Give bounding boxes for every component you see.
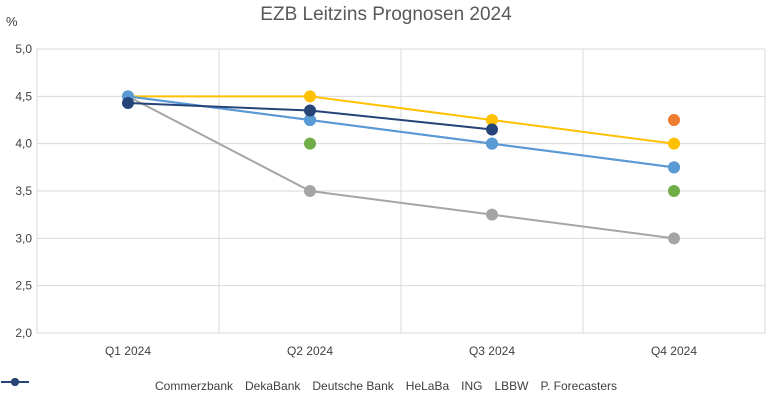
y-tick-label: 2,5 [15,279,32,293]
data-point-deutsche-bank [486,208,498,221]
y-axis-unit-label: % [6,14,18,29]
x-tick-label: Q4 2024 [651,344,697,358]
legend-item-commerzbank: Commerzbank [1,378,234,393]
legend-label: DekaBank [245,379,301,393]
y-tick-label: 3,5 [15,184,32,198]
data-point-ing [486,137,498,150]
data-point-p-forecasters [486,123,498,136]
y-tick-label: 2,0 [15,326,32,340]
legend-label: P. Forecasters [540,379,617,393]
data-point-dekabank [668,114,680,126]
legend-label: HeLaBa [405,379,450,393]
legend-label: Commerzbank [154,379,234,393]
data-point-p-forecasters [304,104,316,117]
chart-title: EZB Leitzins Prognosen 2024 [260,4,512,25]
y-tick-label: 4,0 [15,137,32,151]
legend-item-ing: ING [1,378,483,393]
legend-marker [1,378,29,386]
chart-legend: Commerzbank DekaBank Deutsche Bank HeLaBa IN… [0,376,772,396]
data-point-deutsche-bank [668,232,680,245]
legend-item-p-forecasters: P. Forecasters [1,378,617,393]
y-tick-label: 5,0 [15,42,32,56]
legend-item-helaba: HeLaBa [1,378,450,393]
data-point-lbbw [304,137,316,150]
legend-item-lbbw: LBBW [1,378,529,393]
series-line-ing [127,95,675,169]
legend-label: ING [461,379,483,393]
data-point-p-forecasters [122,96,134,109]
y-tick-label: 3,0 [15,231,32,245]
legend-item-deutsche-bank: Deutsche Bank [1,378,394,393]
y-tick-label: 4,5 [15,89,32,103]
data-point-helaba [668,137,680,150]
data-point-helaba [304,90,316,103]
line-chart: 5,0 4,5 4,0 3,5 3,0 2,5 2,0 Q1 2024 Q2 2024 Q3 20… [15,42,766,358]
data-point-ing [668,161,680,174]
legend-label: LBBW [494,379,529,393]
data-point-lbbw [668,185,680,197]
legend-label: Deutsche Bank [312,379,394,393]
series-line-deutsche-bank [127,95,675,240]
x-tick-label: Q2 2024 [287,344,333,358]
x-tick-label: Q3 2024 [469,344,515,358]
series-line-helaba [128,95,675,145]
x-tick-label: Q1 2024 [105,344,151,358]
legend-item-dekabank: DekaBank [1,378,301,393]
data-point-deutsche-bank [304,185,316,197]
